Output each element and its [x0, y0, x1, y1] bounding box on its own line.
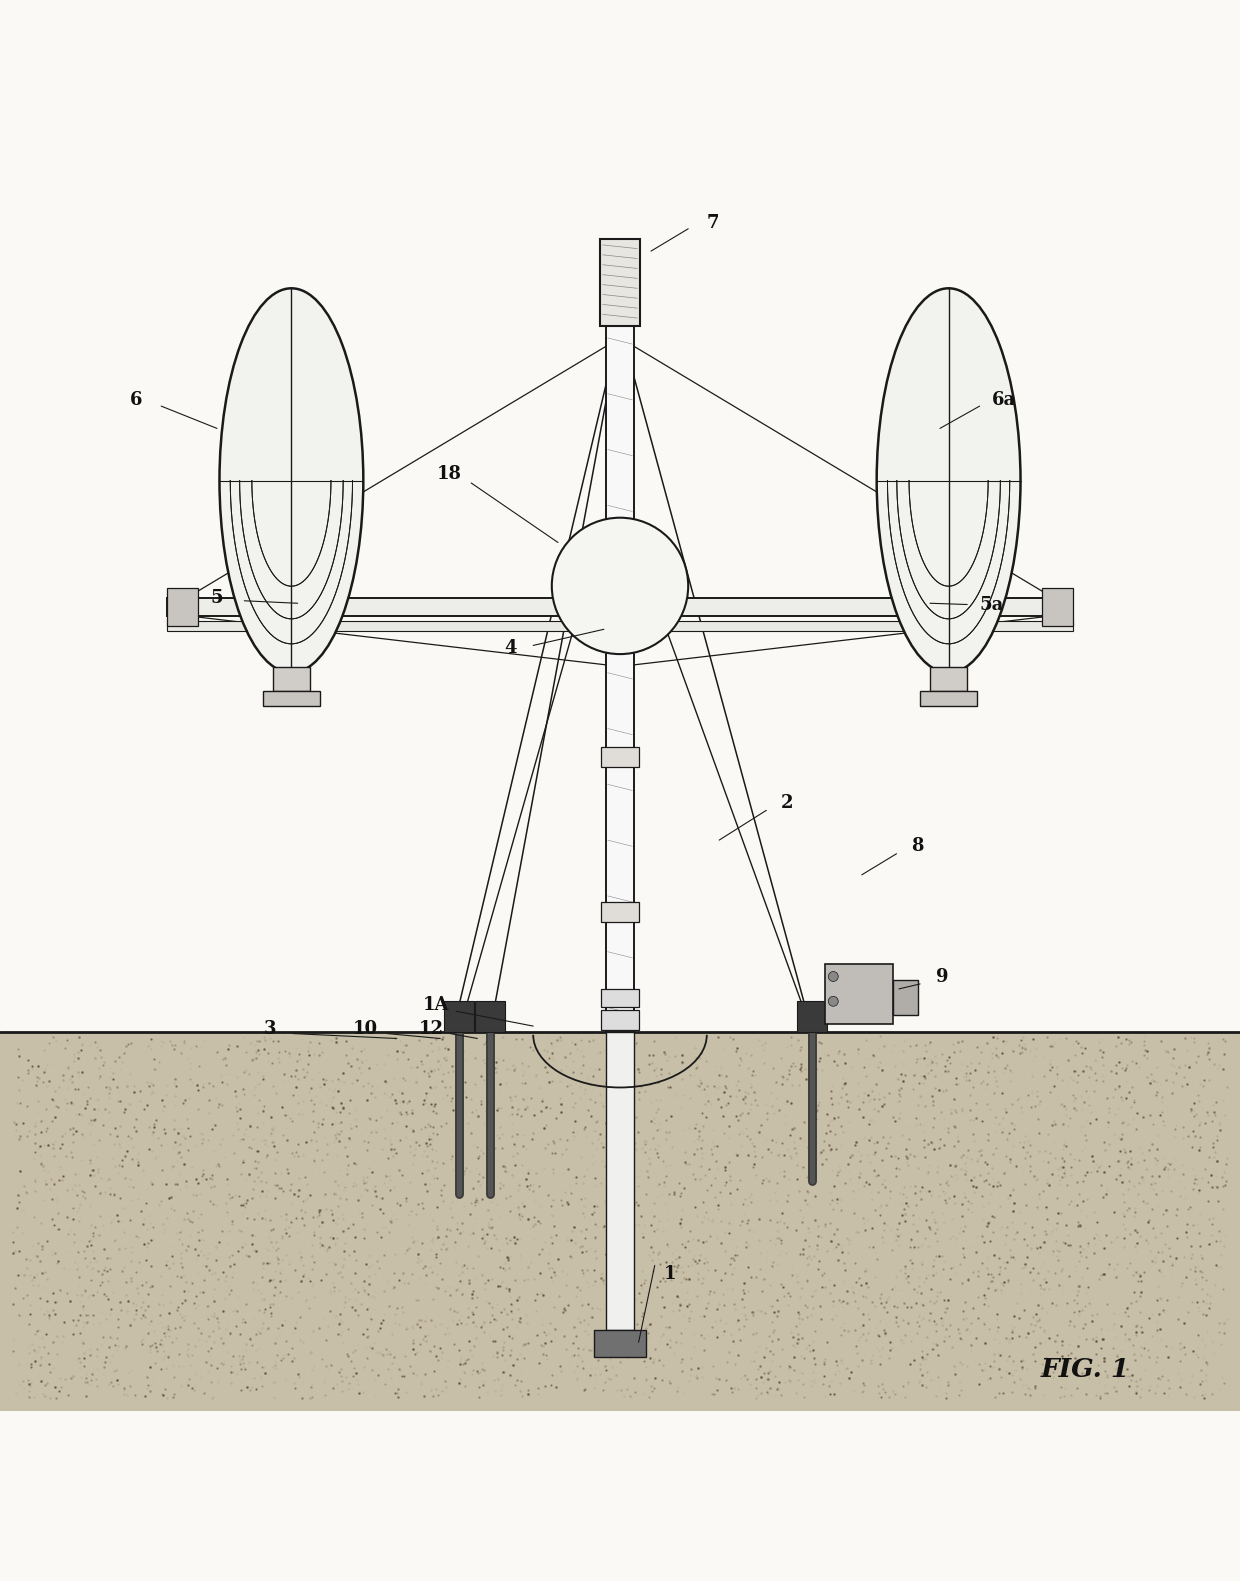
Text: 6: 6 [130, 391, 143, 409]
Bar [601, 748, 639, 767]
Bar [594, 1330, 646, 1356]
Text: 8: 8 [911, 838, 924, 855]
Text: 10: 10 [353, 1020, 378, 1037]
Circle shape [828, 996, 838, 1006]
Text: 1: 1 [663, 1265, 676, 1284]
Text: 9: 9 [936, 968, 949, 985]
Bar [601, 1010, 639, 1029]
Text: 1A: 1A [423, 996, 450, 1013]
Circle shape [552, 517, 688, 655]
Text: 6a: 6a [992, 391, 1017, 409]
Ellipse shape [877, 288, 1021, 672]
Bar [601, 903, 639, 922]
Text: 5a: 5a [980, 596, 1004, 613]
Text: FIG. 1: FIG. 1 [1040, 1356, 1130, 1382]
Text: 3: 3 [264, 1020, 277, 1037]
Bar [601, 988, 639, 1007]
Text: 7: 7 [707, 213, 719, 231]
Bar [825, 964, 893, 1023]
Bar [0, 1032, 1240, 1410]
Bar [606, 1032, 634, 1330]
Bar [167, 588, 198, 626]
Bar [797, 1001, 827, 1032]
Bar [600, 239, 640, 326]
Text: 4: 4 [505, 639, 517, 656]
Bar [273, 667, 310, 691]
Bar [263, 691, 320, 707]
Text: 2: 2 [781, 794, 794, 813]
Text: 12: 12 [419, 1020, 444, 1037]
Text: 5: 5 [211, 590, 223, 607]
Bar [1042, 588, 1073, 626]
Circle shape [828, 972, 838, 982]
Bar [167, 598, 1073, 615]
Bar [930, 667, 967, 691]
Bar [893, 980, 918, 1015]
Bar [444, 1001, 474, 1032]
Bar [475, 1001, 505, 1032]
Text: 18: 18 [436, 465, 461, 484]
Ellipse shape [219, 288, 363, 672]
Bar [167, 621, 1073, 631]
Bar [920, 691, 977, 707]
Bar [606, 326, 634, 1032]
